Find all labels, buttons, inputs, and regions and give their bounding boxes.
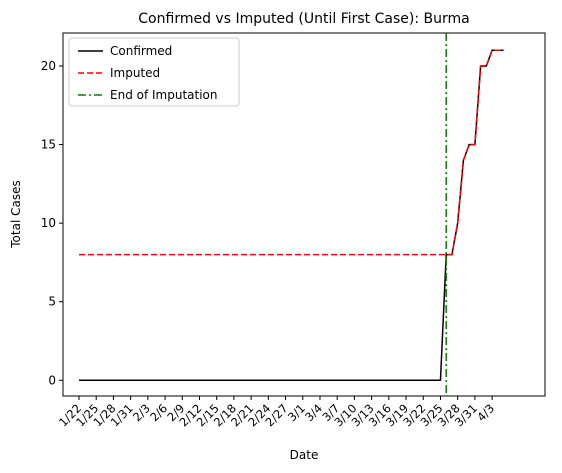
y-tick-label: 10 [41, 216, 56, 230]
y-tick-label: 5 [48, 295, 56, 309]
chart-title: Confirmed vs Imputed (Until First Case):… [138, 11, 469, 27]
plot-frame [62, 32, 546, 397]
y-axis: 0 5 10 15 20 [41, 59, 63, 387]
legend-box [68, 37, 240, 107]
y-tick-label: 15 [41, 138, 56, 152]
legend: Confirmed Imputed End of Imputation [68, 37, 240, 107]
y-axis-label: Total Cases [9, 180, 23, 248]
x-tick-label: 4/3 [474, 401, 497, 424]
y-tick-label: 20 [41, 59, 56, 73]
series-confirmed-line [79, 49, 504, 382]
x-axis-label: Date [290, 448, 319, 462]
legend-label: End of Imputation [110, 88, 218, 102]
series-imputed-line [79, 49, 504, 256]
plot-area [79, 33, 504, 396]
legend-label: Confirmed [110, 44, 172, 58]
y-tick-label: 0 [48, 373, 56, 387]
legend-label: Imputed [110, 66, 160, 80]
x-axis: 1/221/251/281/312/32/62/92/122/152/182/2… [56, 396, 497, 429]
